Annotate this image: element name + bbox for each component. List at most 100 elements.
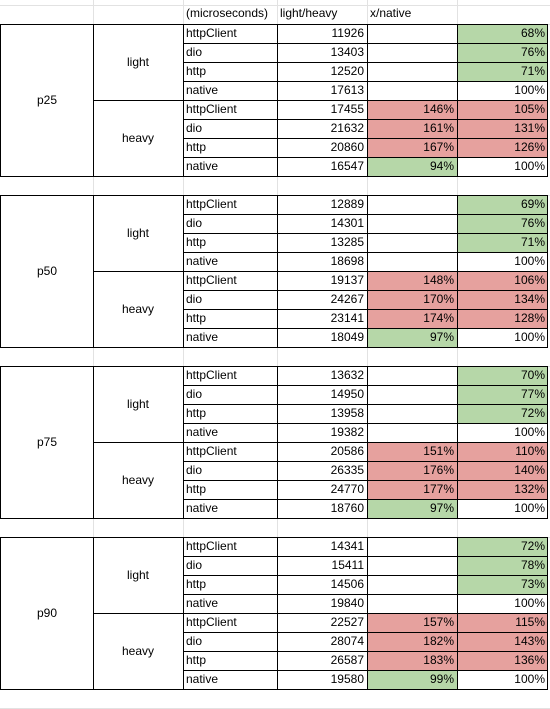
block-border-top [0,24,548,25]
light-heavy-ratio-cell: 161% [367,119,457,138]
cell-border [183,480,548,481]
cell-border [183,404,548,405]
x-native-ratio-cell: 77% [457,385,548,404]
client-name-cell: dio [186,292,203,306]
x-native-ratio-cell: 73% [457,575,548,594]
cell-border [183,138,548,139]
light-heavy-ratio-cell [367,252,457,271]
microseconds-cell: 19382 [330,425,364,439]
block-border-vertical [367,537,368,690]
block-border-right [547,366,548,519]
x-native-ratio-cell: 100% [514,425,545,439]
microseconds-cell: 15411 [331,558,364,572]
block-border-right [547,537,548,690]
block-border-left [0,24,1,177]
cell-border [183,499,548,500]
cell-border [183,157,548,158]
microseconds-cell: 26587 [330,653,364,667]
cell-border [183,214,548,215]
x-native-ratio-cell: 78% [457,556,548,575]
block-border-bottom [0,689,548,690]
cell-border [183,385,548,386]
block-border-top [0,366,548,367]
group-border [93,271,548,272]
light-heavy-ratio-cell: 176% [367,461,457,480]
cell-border [183,328,548,329]
microseconds-cell: 13632 [330,368,364,382]
x-native-ratio-cell: 134% [457,290,548,309]
client-name-cell: dio [186,387,203,401]
client-name-cell: native [186,596,219,610]
block-border-vertical [183,537,184,690]
block-border-right [547,195,548,348]
group-label-light: light [93,24,183,100]
client-name-cell: dio [186,121,203,135]
client-name-cell: dio [186,216,203,230]
light-heavy-ratio-cell: 151% [367,442,457,461]
client-name-cell: http [186,406,207,420]
client-name-cell: dio [186,558,203,572]
microseconds-cell: 12520 [330,64,364,78]
client-name-cell: httpClient [186,539,237,553]
x-native-ratio-cell: 69% [457,195,548,214]
x-native-ratio-cell: 126% [457,138,548,157]
light-heavy-ratio-cell [367,366,457,385]
cell-border [183,423,548,424]
x-native-ratio-cell: 100% [514,83,545,97]
light-heavy-ratio-cell: 97% [367,328,457,347]
x-native-ratio-cell: 100% [514,254,545,268]
cell-border [183,670,548,671]
group-label-light: light [93,195,183,271]
block-border-vertical [367,366,368,519]
x-native-ratio-cell: 76% [457,43,548,62]
block-border-vertical [457,537,458,690]
x-native-ratio-cell: 143% [457,632,548,651]
block-border-vertical [93,24,94,177]
x-native-ratio-cell: 68% [457,24,548,43]
microseconds-cell: 19137 [330,273,364,287]
x-native-ratio-cell: 136% [457,651,548,670]
microseconds-cell: 13958 [330,406,364,420]
block-border-vertical [277,366,278,519]
light-heavy-ratio-cell: 174% [367,309,457,328]
client-name-cell: dio [186,634,203,648]
column-header-col-c: (microseconds) [186,6,269,20]
block-border-top [0,195,548,196]
block-border-vertical [277,537,278,690]
light-heavy-ratio-cell: 182% [367,632,457,651]
x-native-ratio-cell: 76% [457,214,548,233]
light-heavy-ratio-cell: 170% [367,290,457,309]
client-name-cell: httpClient [186,368,237,382]
microseconds-cell: 13403 [330,45,364,59]
group-border [93,442,548,443]
group-label-heavy: heavy [93,271,183,347]
light-heavy-ratio-cell: 97% [367,499,457,518]
client-name-cell: httpClient [186,273,237,287]
light-heavy-ratio-cell: 167% [367,138,457,157]
block-border-top [0,537,548,538]
light-heavy-ratio-cell [367,537,457,556]
group-label-heavy: heavy [93,613,183,689]
microseconds-cell: 14341 [330,539,364,553]
light-heavy-ratio-cell [367,404,457,423]
microseconds-cell: 12889 [330,197,364,211]
block-border-vertical [277,24,278,177]
light-heavy-ratio-cell: 183% [367,651,457,670]
cell-border [183,309,548,310]
microseconds-cell: 21632 [330,121,364,135]
block-border-vertical [367,24,368,177]
group-label-heavy: heavy [93,442,183,518]
client-name-cell: native [186,159,219,173]
microseconds-cell: 13285 [330,235,364,249]
cell-border [183,632,548,633]
group-label-light: light [93,537,183,613]
x-native-ratio-cell: 100% [514,330,545,344]
microseconds-cell: 19580 [330,672,364,686]
x-native-ratio-cell: 100% [514,159,545,173]
client-name-cell: http [186,140,207,154]
microseconds-cell: 28074 [330,634,364,648]
percentile-label: p75 [1,366,93,518]
microseconds-cell: 22527 [330,615,364,629]
block-border-bottom [0,347,548,348]
microseconds-cell: 26335 [330,463,364,477]
